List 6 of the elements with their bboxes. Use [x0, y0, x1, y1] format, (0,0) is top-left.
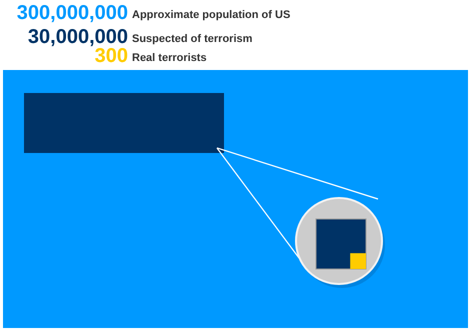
data-label: 300,000,000: [16, 2, 128, 24]
data-label: 300: [94, 45, 128, 67]
category-label: Approximate population of US: [132, 9, 290, 21]
category-label: Suspected of terrorism: [132, 33, 253, 45]
data-label: 30,000,000: [28, 26, 128, 48]
category-label: Real terrorists: [132, 52, 207, 64]
